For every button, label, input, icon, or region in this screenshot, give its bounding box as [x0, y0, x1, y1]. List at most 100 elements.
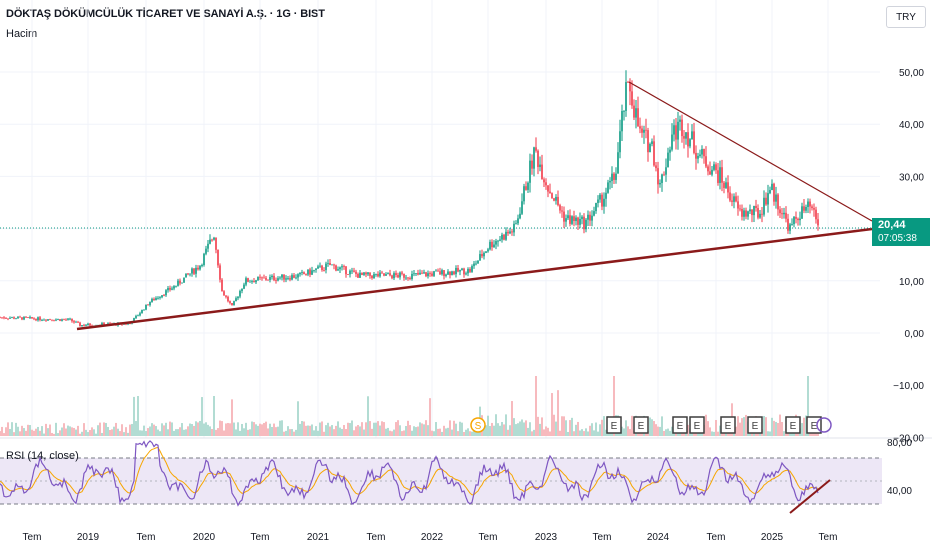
candle	[251, 281, 253, 282]
candle	[179, 280, 181, 284]
volume-bar	[193, 425, 195, 436]
rsi-axis[interactable]: 80,00 40,00	[887, 438, 912, 497]
volume-bar	[131, 423, 133, 436]
candle	[199, 266, 201, 270]
candle	[759, 213, 761, 218]
candle	[5, 318, 7, 319]
volume-bar	[515, 424, 517, 436]
candle	[739, 208, 741, 210]
candle	[571, 216, 573, 224]
candle	[359, 272, 361, 278]
time-tick: 2021	[307, 532, 330, 543]
volume-label[interactable]: Hacim	[6, 28, 38, 40]
candle	[467, 268, 469, 274]
volume-bar	[213, 396, 215, 436]
earnings-marker[interactable]	[633, 416, 649, 434]
earnings-marker[interactable]	[785, 416, 801, 434]
candle	[417, 273, 419, 275]
event-cluster-marker[interactable]	[816, 417, 832, 433]
candle	[613, 173, 615, 180]
candle	[89, 323, 91, 326]
candle	[673, 125, 675, 135]
volume-bar	[257, 425, 259, 436]
candle	[349, 270, 351, 275]
volume-bar	[141, 430, 143, 436]
volume-bar	[771, 417, 773, 436]
volume-bar	[489, 426, 491, 436]
candle	[617, 152, 619, 174]
resistance-trendline[interactable]	[628, 81, 873, 222]
currency-selector[interactable]: TRY	[886, 6, 926, 28]
volume-bar	[613, 376, 615, 436]
volume-bar	[525, 420, 527, 436]
volume-bar	[177, 429, 179, 436]
earnings-marker[interactable]	[689, 416, 705, 434]
candle	[51, 319, 53, 321]
candle	[285, 278, 287, 280]
volume-bar	[535, 376, 537, 436]
price-axis[interactable]: 50,0040,0030,0020,0010,000,00−10,00−20,0…	[893, 68, 924, 444]
candle	[209, 239, 211, 244]
candle	[375, 273, 377, 275]
candle	[687, 132, 689, 147]
time-axis[interactable]: Tem 2019 Tem 2020 Tem 2021 Tem 2022 Tem 2023 Tem 20…	[23, 532, 838, 543]
candle	[207, 243, 209, 249]
candle	[347, 274, 349, 276]
volume-bar	[403, 430, 405, 436]
volume-bar	[175, 429, 177, 436]
candle	[41, 319, 43, 321]
volume-bar	[259, 423, 261, 436]
candle	[477, 260, 479, 264]
volume-bar	[423, 424, 425, 436]
candle	[43, 319, 45, 321]
volume-bar	[599, 424, 601, 436]
volume-bar	[319, 422, 321, 436]
volume-bar	[547, 427, 549, 436]
earnings-marker[interactable]	[720, 416, 736, 434]
volume-bar	[227, 422, 229, 436]
volume-bar	[85, 429, 87, 436]
volume-bar	[317, 430, 319, 436]
rsi-support-trendline[interactable]	[789, 479, 831, 514]
symbol-title[interactable]: DÖKTAŞ DÖKÜMCÜLÜK TİCARET VE SANAYİ A.Ş.…	[6, 8, 325, 20]
candle	[791, 224, 793, 225]
dividend-marker[interactable]	[470, 417, 486, 433]
candle	[557, 196, 559, 206]
volume-bar	[247, 429, 249, 436]
candle	[517, 218, 519, 224]
volume-bar	[815, 431, 817, 436]
candle	[529, 160, 531, 183]
volume-bar	[59, 430, 61, 436]
volume-bar	[209, 426, 211, 436]
candle	[793, 216, 795, 225]
volume-bar	[549, 431, 551, 436]
volume-bar	[161, 423, 163, 436]
candle	[509, 231, 511, 234]
volume-bar	[365, 422, 367, 436]
volume-bar	[803, 417, 805, 436]
earnings-marker[interactable]	[747, 416, 763, 434]
volume-bar	[53, 433, 55, 436]
rsi-indicator-label[interactable]: RSI (14, close)	[6, 450, 79, 462]
earnings-marker[interactable]	[606, 416, 622, 434]
candle	[155, 298, 157, 301]
volume-bar	[491, 422, 493, 436]
volume-bar	[465, 429, 467, 436]
rsi-ma-line	[0, 446, 819, 496]
candle	[607, 182, 609, 193]
candle	[289, 278, 291, 280]
earnings-marker[interactable]	[672, 416, 688, 434]
volume-bar	[657, 426, 659, 436]
volume-bar	[439, 428, 441, 436]
candle	[367, 272, 369, 275]
volume-bar	[707, 421, 709, 436]
volume-bar	[397, 420, 399, 436]
candle	[427, 273, 429, 277]
volume-bar	[805, 415, 807, 436]
candle	[723, 182, 725, 188]
candle	[223, 291, 225, 296]
candle	[565, 218, 567, 222]
support-trendline[interactable]	[76, 227, 873, 331]
